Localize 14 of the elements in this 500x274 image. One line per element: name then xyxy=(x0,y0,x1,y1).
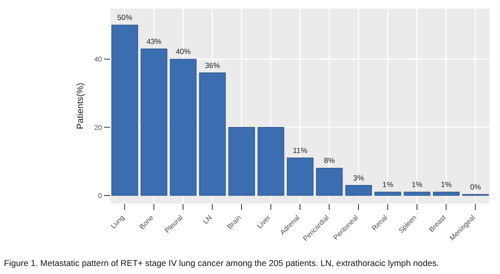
bar xyxy=(111,24,138,196)
y-axis-title: Patients(%) xyxy=(75,82,86,130)
bar xyxy=(199,72,226,196)
bar xyxy=(345,184,372,196)
bar xyxy=(432,192,460,196)
bar xyxy=(404,192,430,196)
bar xyxy=(316,168,343,196)
bar xyxy=(228,127,255,196)
bar xyxy=(140,48,168,196)
bar xyxy=(170,58,197,196)
bar xyxy=(258,127,284,196)
bar xyxy=(286,158,314,196)
bar xyxy=(374,192,402,196)
caption: Figure 1. Metastatic pattern of RET+ stage IV lung cancer among the 205 patients. LN, extrathoracic lymph nodes. xyxy=(4,258,440,268)
